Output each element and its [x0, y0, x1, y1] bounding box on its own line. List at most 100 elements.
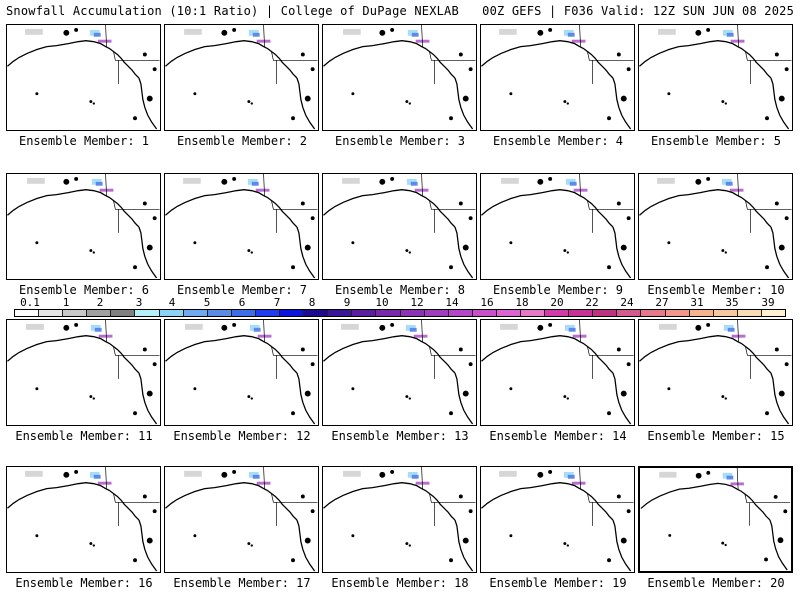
- ensemble-member-map: [322, 24, 477, 131]
- island: [784, 67, 789, 72]
- colorbar-tick: 18: [515, 296, 529, 309]
- island: [291, 411, 295, 416]
- snowfall-shading: [97, 481, 112, 485]
- colorbar-segment: [280, 310, 305, 316]
- island: [563, 100, 567, 104]
- island: [250, 397, 253, 400]
- island: [250, 102, 253, 105]
- island: [626, 216, 631, 221]
- ensemble-member-map: [164, 319, 319, 426]
- island: [379, 324, 386, 331]
- coastline: [770, 226, 790, 279]
- island: [765, 116, 769, 121]
- snowfall-shading: [247, 178, 258, 185]
- island: [92, 102, 95, 105]
- snowfall-shading: [727, 327, 735, 332]
- colorbar-segment: [231, 310, 256, 316]
- island: [449, 411, 453, 416]
- snowfall-shading: [657, 177, 675, 184]
- island: [142, 347, 147, 352]
- colorbar-tick: 10: [375, 296, 389, 309]
- island: [774, 347, 779, 352]
- coastline: [454, 226, 474, 279]
- snowfall-shading: [413, 334, 428, 338]
- snowfall-shading: [95, 181, 103, 186]
- island: [310, 509, 315, 514]
- island: [458, 347, 463, 352]
- island: [468, 67, 473, 72]
- island: [232, 469, 237, 474]
- ensemble-member-map: [480, 24, 635, 131]
- ensemble-member-map: [638, 173, 793, 280]
- island: [458, 201, 463, 206]
- island: [146, 95, 153, 102]
- snowfall-shading: [248, 29, 259, 36]
- ensemble-member-label: Ensemble Member: 19: [489, 576, 627, 590]
- island: [667, 92, 671, 96]
- island: [221, 324, 228, 331]
- island: [390, 176, 395, 181]
- island: [63, 471, 70, 478]
- political-border: [737, 174, 792, 233]
- coastline: [481, 335, 614, 374]
- colorbar-segment: [665, 310, 690, 316]
- island: [247, 100, 251, 104]
- snowfall-shading: [26, 323, 44, 330]
- ensemble-member-label: Ensemble Member: 20: [647, 576, 785, 590]
- coastline: [481, 189, 614, 228]
- snowfall-shading: [572, 334, 587, 338]
- island: [379, 178, 386, 185]
- colorbar-segment: [472, 310, 497, 316]
- snowfall-shading: [25, 28, 43, 35]
- island: [667, 387, 671, 391]
- island: [152, 509, 157, 514]
- island: [449, 116, 453, 121]
- island: [232, 176, 237, 181]
- island: [462, 244, 469, 251]
- snowfall-shading: [569, 181, 577, 186]
- coastline: [454, 519, 474, 572]
- coastline: [612, 519, 632, 572]
- island: [695, 178, 702, 185]
- snowfall-shading: [499, 28, 517, 35]
- snowfall-shading: [184, 470, 202, 477]
- island: [63, 178, 70, 185]
- ensemble-member-map: [638, 466, 793, 573]
- coastline: [612, 77, 632, 130]
- colorbar-tick: 3: [135, 296, 143, 309]
- snowfall-shading: [343, 470, 361, 477]
- snowfall-shading: [501, 177, 519, 184]
- colorbar-segment: [593, 310, 618, 316]
- colorbar-segment: [569, 310, 594, 316]
- political-border: [421, 174, 476, 233]
- colorbar-tick: 12: [410, 296, 424, 309]
- coastline: [640, 482, 771, 521]
- snowfall-shading: [25, 470, 43, 477]
- snowfall-shading: [414, 188, 429, 192]
- snowfall-shading: [658, 28, 676, 35]
- coastline: [612, 226, 632, 279]
- coastline: [454, 77, 474, 130]
- island: [724, 102, 727, 105]
- island: [390, 322, 395, 327]
- coastline: [770, 77, 790, 130]
- colorbar-segment: [63, 310, 88, 316]
- coastline: [138, 226, 158, 279]
- coastline-map: [7, 25, 160, 130]
- island: [221, 471, 228, 478]
- island: [695, 324, 702, 331]
- island: [351, 241, 355, 245]
- colorbar-segment: [39, 310, 64, 316]
- island: [89, 249, 93, 253]
- coastline: [138, 519, 158, 572]
- island: [537, 324, 544, 331]
- snowfall-shading: [407, 471, 418, 478]
- island: [449, 558, 453, 563]
- colorbar-segment: [15, 310, 40, 316]
- ensemble-member-map: [480, 319, 635, 426]
- snowfall-shading: [730, 39, 745, 43]
- colorbar-segment: [496, 310, 521, 316]
- ensemble-member-label: Ensemble Member: 15: [647, 429, 785, 443]
- island: [408, 544, 411, 547]
- island: [351, 92, 355, 96]
